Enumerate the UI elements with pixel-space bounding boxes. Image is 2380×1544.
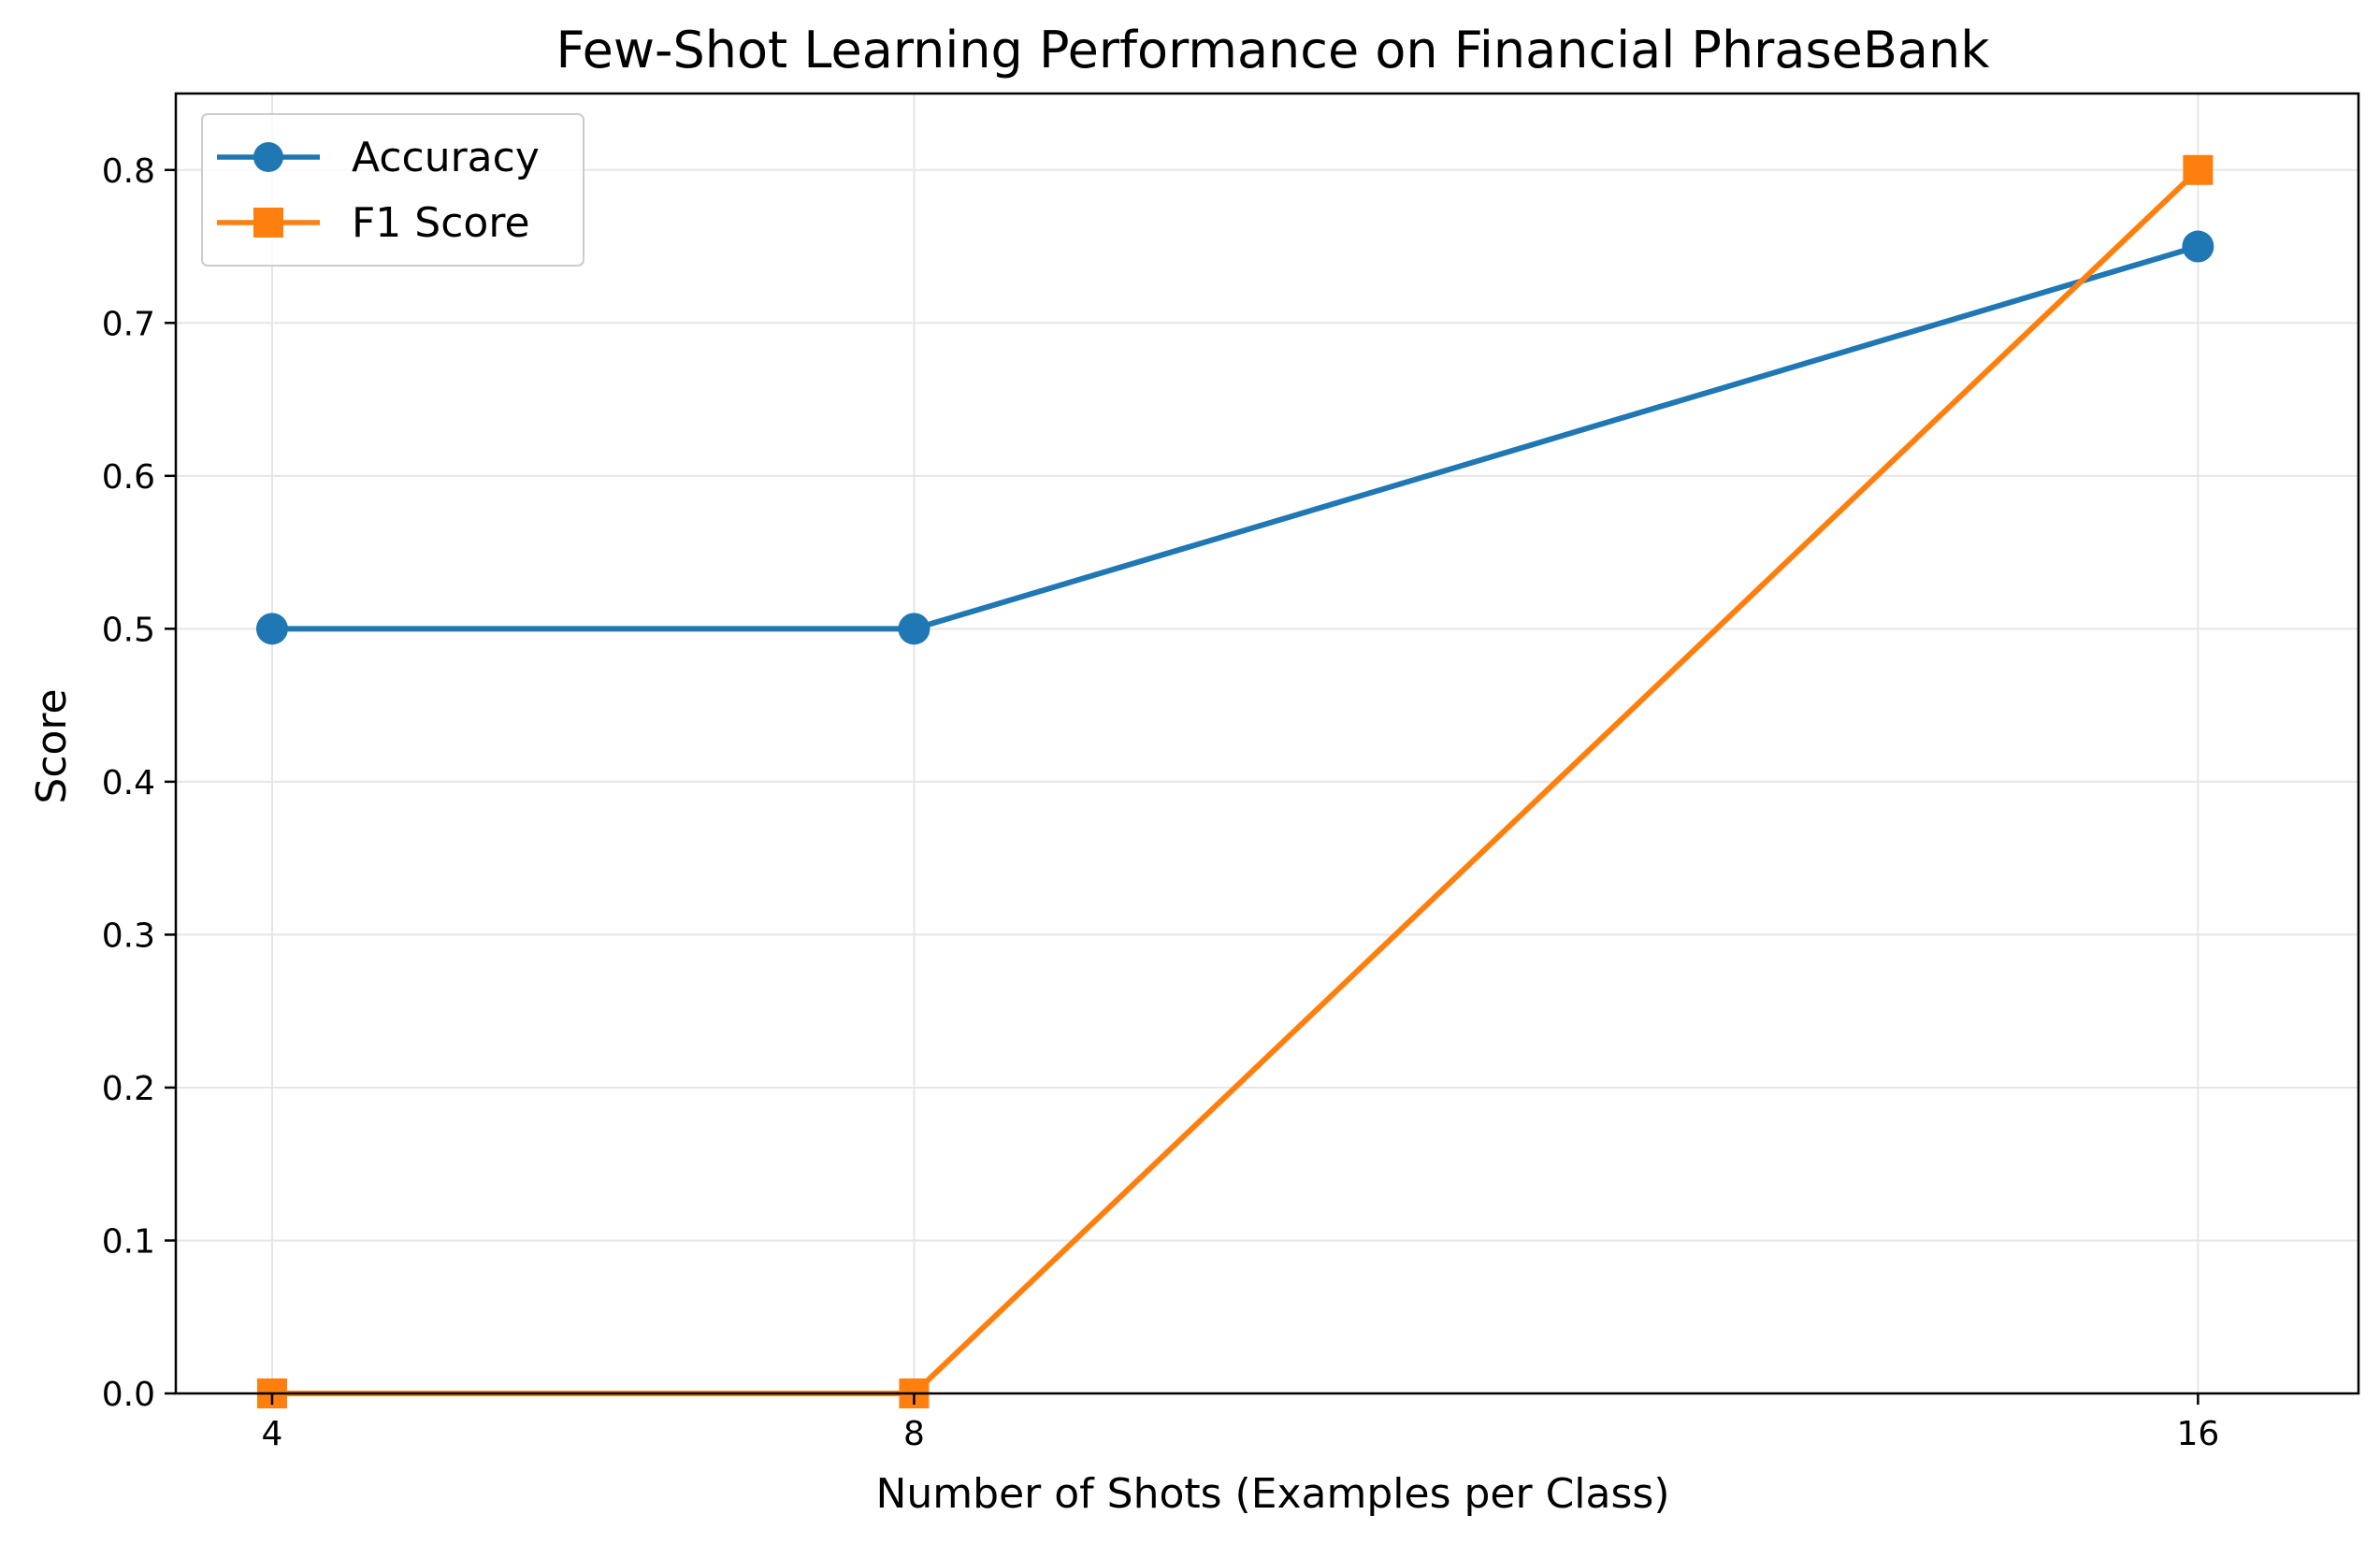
y-axis-label: Score [28,688,76,803]
x-axis-label: Number of Shots (Examples per Class) [876,1470,1670,1518]
y-tick-label: 0.5 [102,611,155,649]
data-point-f1-score [2183,154,2214,185]
x-tick-label: 8 [903,1415,925,1453]
x-tick-label: 16 [2176,1415,2219,1453]
y-tick-label: 0.3 [102,916,155,955]
legend-accuracy-label: Accuracy [352,134,540,181]
y-tick-label: 0.8 [102,152,155,191]
plot-frame [174,92,2360,1395]
legend-accuracy-marker [253,142,283,172]
y-tick-label: 0.4 [102,764,155,802]
y-tick-label: 0.6 [102,458,155,497]
data-point-accuracy [255,613,288,645]
y-tick-label: 0.7 [102,305,155,343]
chart-title: Few-Shot Learning Performance on Financi… [556,21,1991,79]
data-point-accuracy [2182,230,2214,263]
legend: Accuracy F1 Score [201,113,584,267]
legend-box [201,113,584,267]
y-tick-label: 0.2 [102,1070,155,1108]
y-tick-label: 0.1 [102,1222,155,1261]
y-tick-label: 0.0 [102,1376,155,1414]
legend-f1-marker [253,208,283,238]
data-point-accuracy [898,613,930,645]
axis-ticks: 4 8 16 0.0 0.1 0.2 0.3 0.4 0.5 0.6 0.7 0.8 [102,152,2220,1453]
x-tick-label: 4 [262,1415,283,1453]
legend-f1-label: F1 Score [352,199,530,247]
